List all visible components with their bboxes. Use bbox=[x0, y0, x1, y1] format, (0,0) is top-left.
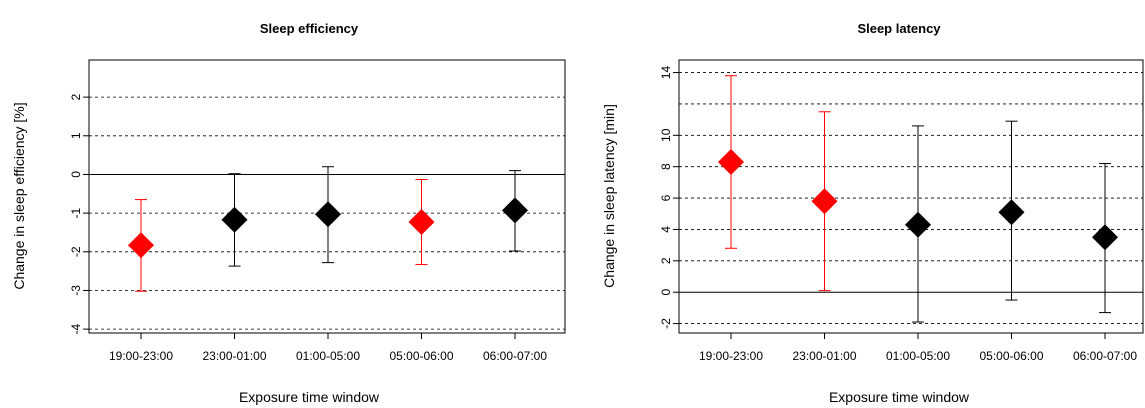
data-point-diamond bbox=[718, 148, 744, 175]
data-point-diamond bbox=[1092, 224, 1118, 251]
y-axis-label: Change in sleep latency [min] bbox=[601, 104, 617, 288]
x-tick-label: 23:00-01:00 bbox=[202, 349, 266, 363]
x-axis-label: Exposure time window bbox=[829, 389, 970, 405]
x-tick-label: 01:00-05:00 bbox=[886, 349, 950, 363]
y-tick-label: -1 bbox=[69, 207, 83, 218]
data-point-diamond bbox=[408, 209, 435, 236]
plot-frame bbox=[88, 59, 566, 334]
x-tick-label: 19:00-23:00 bbox=[699, 349, 763, 363]
y-tick-label: 14 bbox=[659, 66, 673, 80]
sleep-efficiency-panel: Sleep efficiency Exposure time window Ch… bbox=[11, 21, 566, 405]
data-point-diamond bbox=[502, 197, 528, 224]
data-point-diamond bbox=[998, 199, 1025, 226]
x-tick-label: 06:00-07:00 bbox=[483, 349, 547, 363]
y-tick-label: 2 bbox=[659, 257, 673, 264]
y-tick-label: 8 bbox=[659, 163, 673, 170]
data-point-diamond bbox=[315, 201, 341, 228]
data-point-diamond bbox=[905, 211, 931, 238]
sleep-latency-panel: Sleep latency Exposure time window Chang… bbox=[601, 21, 1144, 405]
y-tick-label: -3 bbox=[69, 285, 83, 296]
x-tick-label: 05:00-06:00 bbox=[389, 349, 453, 363]
x-tick-label: 19:00-23:00 bbox=[109, 349, 173, 363]
data-point-diamond bbox=[128, 232, 154, 259]
chart-title: Sleep latency bbox=[857, 21, 941, 36]
y-tick-label: 6 bbox=[659, 194, 673, 201]
y-tick-label: 0 bbox=[659, 289, 673, 296]
y-tick-label: 2 bbox=[69, 93, 83, 100]
y-tick-label: 0 bbox=[69, 171, 83, 178]
y-tick-label: -2 bbox=[69, 246, 83, 257]
x-tick-label: 01:00-05:00 bbox=[296, 349, 360, 363]
y-tick-label: 4 bbox=[659, 226, 673, 233]
x-tick-label: 06:00-07:00 bbox=[1073, 349, 1137, 363]
y-tick-label: -2 bbox=[659, 318, 673, 329]
y-tick-label: 1 bbox=[69, 132, 83, 139]
y-tick-label: -4 bbox=[69, 323, 83, 334]
x-axis-label: Exposure time window bbox=[239, 389, 380, 405]
y-tick-label: 10 bbox=[659, 128, 673, 142]
x-tick-label: 23:00-01:00 bbox=[792, 349, 856, 363]
data-point-diamond bbox=[221, 206, 248, 233]
plot-frame bbox=[678, 59, 1144, 334]
data-point-diamond bbox=[811, 188, 838, 215]
chart-title: Sleep efficiency bbox=[260, 21, 359, 36]
x-tick-label: 05:00-06:00 bbox=[979, 349, 1043, 363]
y-axis-label: Change in sleep efficiency [%] bbox=[11, 102, 27, 289]
